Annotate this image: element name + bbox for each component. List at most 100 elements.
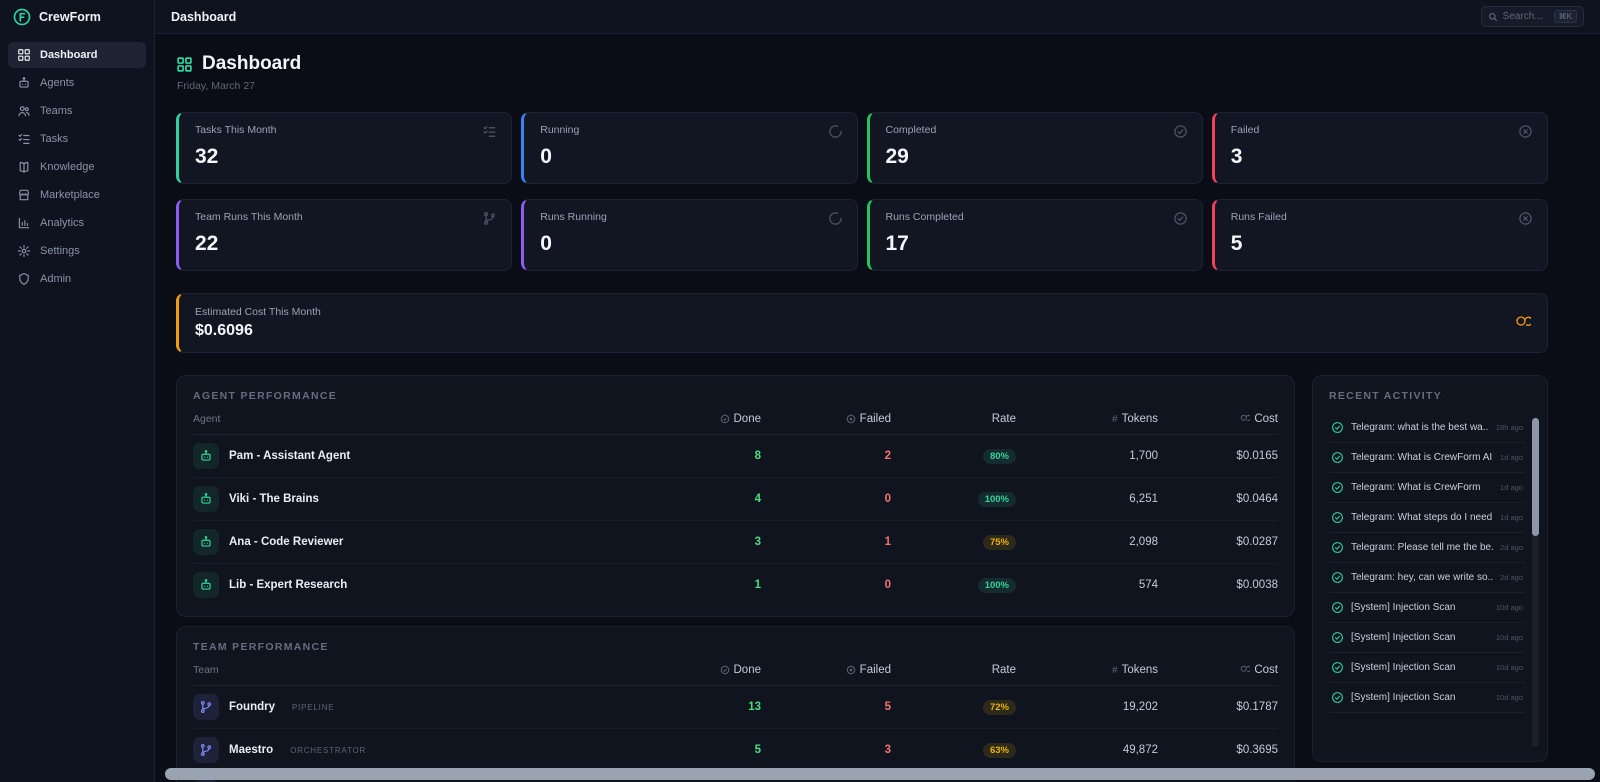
activity-item[interactable]: Telegram: Please tell me the be... 2d ag…	[1329, 533, 1525, 563]
failed-count: 5	[884, 701, 891, 713]
crewform-logo-icon	[12, 7, 32, 27]
gear-icon	[17, 244, 31, 258]
stat-value: 22	[195, 232, 219, 255]
coins-icon	[1515, 315, 1531, 331]
team-table-row[interactable]: Foundry PIPELINE 13 5 72% 19,202 $0.1787	[193, 686, 1278, 729]
check-circle-icon	[1331, 511, 1344, 524]
sidebar-item[interactable]: Dashboard	[8, 42, 146, 68]
git-branch-icon	[193, 780, 219, 782]
cost-card-label: Estimated Cost This Month	[195, 306, 321, 318]
sidebar-item-label: Teams	[40, 105, 73, 117]
done-icon	[720, 414, 730, 424]
git-branch-icon	[193, 737, 219, 763]
activity-item[interactable]: Telegram: what is the best wa... 18h ago	[1329, 413, 1525, 443]
sidebar-item[interactable]: Agents	[8, 70, 146, 96]
cost-value: $0.1787	[1236, 701, 1278, 713]
stat-label: Completed	[885, 124, 937, 136]
git-branch-icon	[193, 694, 219, 720]
agent-table-row[interactable]: Lib - Expert Research 1 0 100% 574 $0.00…	[193, 564, 1278, 602]
spinner-icon	[828, 124, 843, 139]
sidebar-item[interactable]: Knowledge	[8, 154, 146, 180]
col-failed: Failed	[859, 413, 891, 425]
spinner-icon	[828, 211, 843, 226]
x-circle-icon	[1518, 124, 1533, 139]
col-tokens: Tokens	[1121, 664, 1158, 676]
stat-card: Failed 3	[1211, 112, 1548, 184]
activity-item[interactable]: Telegram: hey, can we write so... 2d ago	[1329, 563, 1525, 593]
sidebar-item-label: Dashboard	[40, 49, 98, 61]
check-circle-icon	[1173, 124, 1188, 139]
tokens-count: 6,251	[1129, 493, 1158, 505]
main-column: Dashboard ⌘K Dashboard Friday, March 27 …	[155, 0, 1600, 782]
failed-icon	[846, 665, 856, 675]
tokens-count: 574	[1138, 579, 1158, 591]
activity-item[interactable]: [System] Injection Scan 10d ago	[1329, 623, 1525, 653]
team-type-tag: ORCHESTRATOR	[290, 745, 367, 755]
col-cost: Cost	[1254, 413, 1278, 425]
brand[interactable]: CrewForm	[0, 0, 154, 34]
cost-icon	[1240, 665, 1251, 675]
sidebar-item[interactable]: Teams	[8, 98, 146, 124]
agent-table-row[interactable]: Pam - Assistant Agent 8 2 80% 1,700 $0.0…	[193, 435, 1278, 478]
checklist-icon	[482, 124, 497, 139]
check-circle-icon	[1331, 421, 1344, 434]
horizontal-scrollbar[interactable]	[165, 768, 1595, 780]
activity-time: 1d ago	[1500, 453, 1523, 462]
sidebar-item[interactable]: Marketplace	[8, 182, 146, 208]
cost-value: $0.0464	[1236, 493, 1278, 505]
chart-icon	[17, 216, 31, 230]
search-icon	[1488, 12, 1497, 21]
check-circle-icon	[1331, 601, 1344, 614]
stat-label: Failed	[1230, 124, 1260, 136]
activity-item[interactable]: [System] Injection Scan 10d ago	[1329, 593, 1525, 623]
check-circle-icon	[1173, 211, 1188, 226]
activity-item[interactable]: Telegram: What steps do I need... 1d ago	[1329, 503, 1525, 533]
sidebar-item-label: Agents	[40, 77, 75, 89]
activity-item[interactable]: [System] Injection Scan 10d ago	[1329, 653, 1525, 683]
check-circle-icon	[1331, 571, 1344, 584]
team-table-row[interactable]: Maestro ORCHESTRATOR 5 3 63% 49,872 $0.3…	[193, 729, 1278, 772]
col-failed: Failed	[859, 664, 891, 676]
activity-scrollbar-thumb[interactable]	[1532, 418, 1539, 537]
col-done: Done	[733, 413, 762, 425]
recent-activity-title: RECENT ACTIVITY	[1329, 390, 1443, 402]
cost-value: $0.0287	[1236, 536, 1278, 548]
agent-table-row[interactable]: Ana - Code Reviewer 3 1 75% 2,098 $0.028…	[193, 521, 1278, 564]
sidebar-item[interactable]: Analytics	[8, 210, 146, 236]
cost-value: $0.0165	[1236, 450, 1278, 462]
failed-count: 1	[884, 536, 891, 548]
done-icon	[720, 665, 730, 675]
activity-item[interactable]: [System] Injection Scan 10d ago	[1329, 683, 1525, 713]
stat-card: Completed 29	[866, 112, 1203, 184]
checklist-icon	[17, 132, 31, 146]
failed-icon	[846, 414, 856, 424]
stat-card: Running 0	[521, 112, 858, 184]
grid-icon	[17, 48, 31, 62]
stat-label: Running	[540, 124, 580, 136]
activity-item[interactable]: Telegram: What is CrewForm AI... 1d ago	[1329, 443, 1525, 473]
stat-value: 32	[195, 145, 219, 168]
stat-card: Tasks This Month 32	[176, 112, 513, 184]
activity-scrollbar[interactable]	[1532, 418, 1539, 747]
search-input[interactable]	[1502, 11, 1549, 22]
sidebar-item[interactable]: Settings	[8, 238, 146, 264]
robot-icon	[193, 529, 219, 555]
lower-section: AGENT PERFORMANCE Agent Done Failed Rate…	[176, 375, 1548, 782]
tokens-count: 2,098	[1129, 536, 1158, 548]
agent-name: Lib - Expert Research	[229, 579, 348, 591]
search-box[interactable]: ⌘K	[1480, 6, 1584, 27]
activity-time: 10d ago	[1495, 603, 1523, 612]
failed-count: 3	[884, 744, 891, 756]
activity-text: [System] Injection Scan	[1351, 632, 1456, 643]
activity-item[interactable]: Telegram: What is CrewForm 1d ago	[1329, 473, 1525, 503]
cost-value: $0.3695	[1236, 744, 1278, 756]
check-circle-icon	[1331, 661, 1344, 674]
dashboard-grid-icon	[176, 56, 193, 73]
sidebar-item-label: Admin	[40, 273, 72, 285]
cost-icon	[1240, 414, 1251, 424]
agent-table-row[interactable]: Viki - The Brains 4 0 100% 6,251 $0.0464	[193, 478, 1278, 521]
sidebar-item[interactable]: Admin	[8, 266, 146, 292]
team-table-row[interactable]: Hive COLLABORATION 3 1 75% 7,967 $0.0553	[193, 772, 1278, 782]
sidebar-item[interactable]: Tasks	[8, 126, 146, 152]
robot-icon	[193, 572, 219, 598]
